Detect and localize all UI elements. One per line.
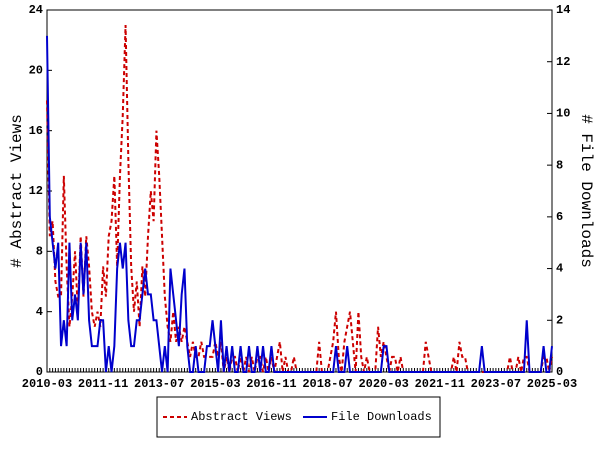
y2-tick-label: 10 [556, 107, 570, 121]
legend-box [156, 396, 441, 438]
x-tick-label: 2016-11 [246, 377, 296, 391]
plot-frame [46, 9, 553, 373]
x-tick-label: 2010-03 [22, 377, 72, 391]
x-tick-label: 2023-07 [471, 377, 521, 391]
y2-axis-title: # File Downloads [577, 114, 595, 268]
y2-tick-label: 0 [556, 365, 563, 379]
data-line [46, 35, 553, 373]
x-tick-label: 2013-07 [134, 377, 184, 391]
y2-tick-label: 2 [556, 313, 563, 327]
x-tick-label: 2021-11 [415, 377, 465, 391]
y-tick-label: 4 [36, 305, 43, 319]
x-tick-label: 2020-03 [358, 377, 408, 391]
y-tick-label: 16 [29, 124, 43, 138]
x-tick-label: 2015-03 [190, 377, 240, 391]
y-tick-label: 8 [36, 245, 43, 259]
x-tick-label: 2011-11 [78, 377, 128, 391]
legend-label: Abstract Views [191, 410, 292, 424]
y-tick-label: 12 [29, 184, 43, 198]
y-tick-label: 20 [29, 64, 43, 78]
y-tick-label: 0 [36, 365, 43, 379]
y2-tick-label: 4 [556, 262, 563, 276]
y-axis-title: # Abstract Views [8, 114, 26, 268]
y-tick-label: 24 [29, 3, 43, 17]
y2-tick-label: 6 [556, 210, 563, 224]
x-tick-label: 2018-07 [302, 377, 352, 391]
y2-tick-label: 12 [556, 55, 570, 69]
legend-label: File Downloads [331, 410, 432, 424]
y2-tick-label: 8 [556, 158, 563, 172]
y2-tick-label: 14 [556, 3, 570, 17]
x-tick-label: 2025-03 [527, 377, 577, 391]
